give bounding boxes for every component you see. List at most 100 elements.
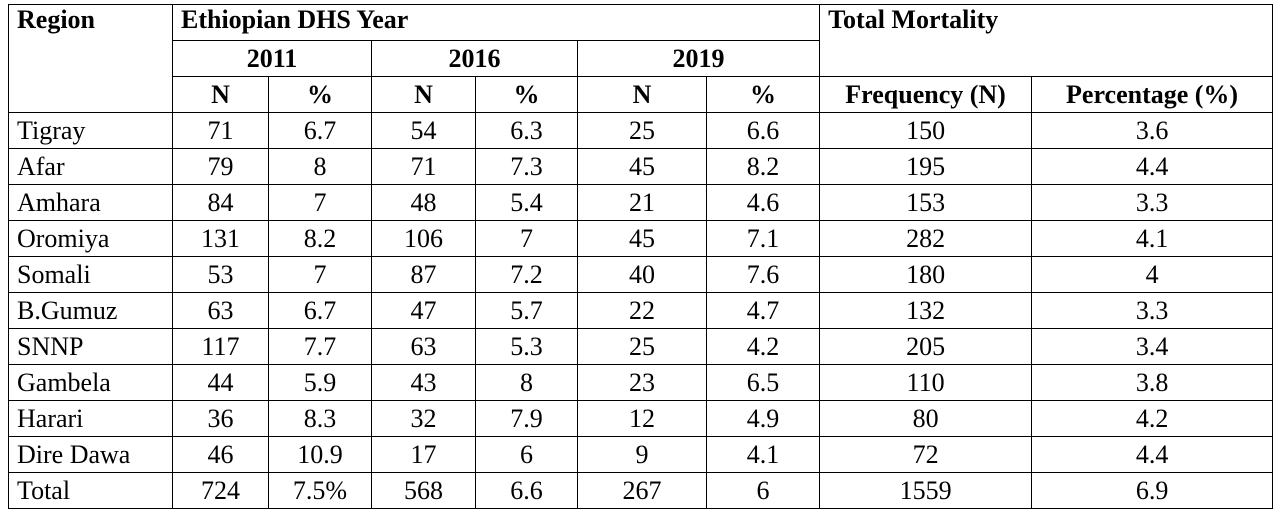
value-cell: 7.1 — [705, 220, 821, 257]
value-cell: 117 — [172, 328, 269, 365]
value-cell: 3.4 — [1031, 328, 1274, 365]
column-header: N — [577, 76, 707, 113]
value-cell: 12 — [577, 400, 707, 437]
value-cell: 5.7 — [475, 292, 578, 329]
column-header: Frequency (N) — [819, 76, 1033, 113]
value-cell: 7.3 — [475, 148, 578, 185]
mortality-table: Region Ethiopian DHS Year Total Mortalit… — [8, 4, 1274, 509]
region-cell: Amhara — [8, 184, 173, 221]
value-cell: 10.9 — [268, 436, 372, 473]
value-cell: 80 — [819, 400, 1033, 437]
value-cell: 8.2 — [268, 220, 372, 257]
region-cell: Total — [8, 472, 173, 509]
value-cell: 5.9 — [268, 364, 372, 401]
value-cell: 45 — [577, 148, 707, 185]
value-cell: 45 — [577, 220, 707, 257]
value-cell: 3.8 — [1031, 364, 1274, 401]
table-row: Oromiya 131 8.2 106 7 45 7.1 282 4.1 — [8, 220, 1274, 257]
region-cell: Harari — [8, 400, 173, 437]
value-cell: 87 — [371, 256, 476, 293]
value-cell: 71 — [172, 112, 269, 149]
year-header: 2016 — [371, 40, 578, 77]
table-row: Total 724 7.5% 568 6.6 267 6 1559 6.9 — [8, 472, 1274, 509]
table-row: Amhara 84 7 48 5.4 21 4.6 153 3.3 — [8, 184, 1274, 221]
value-cell: 3.6 — [1031, 112, 1274, 149]
value-cell: 63 — [172, 292, 269, 329]
value-cell: 724 — [172, 472, 269, 509]
value-cell: 32 — [371, 400, 476, 437]
header-cell: Region — [8, 4, 173, 113]
table-row: Afar 79 8 71 7.3 45 8.2 195 4.4 — [8, 148, 1274, 185]
value-cell: 6.6 — [705, 112, 821, 149]
value-cell: 25 — [577, 112, 707, 149]
value-cell: 6.6 — [475, 472, 578, 509]
value-cell: 205 — [819, 328, 1033, 365]
value-cell: 4.1 — [1031, 220, 1274, 257]
table-row: B.Gumuz 63 6.7 47 5.7 22 4.7 132 3.3 — [8, 292, 1274, 329]
value-cell: 180 — [819, 256, 1033, 293]
value-cell: 195 — [819, 148, 1033, 185]
value-cell: 36 — [172, 400, 269, 437]
column-header: Percentage (%) — [1031, 76, 1274, 113]
value-cell: 568 — [371, 472, 476, 509]
value-cell: 7 — [268, 256, 372, 293]
value-cell: 84 — [172, 184, 269, 221]
value-cell: 282 — [819, 220, 1033, 257]
region-cell: B.Gumuz — [8, 292, 173, 329]
value-cell: 3.3 — [1031, 292, 1274, 329]
value-cell: 4.6 — [705, 184, 821, 221]
value-cell: 4.2 — [1031, 400, 1274, 437]
table-row: SNNP 117 7.7 63 5.3 25 4.2 205 3.4 — [8, 328, 1274, 365]
table-row: Harari 36 8.3 32 7.9 12 4.9 80 4.2 — [8, 400, 1274, 437]
value-cell: 6.9 — [1031, 472, 1274, 509]
value-cell: 6.5 — [705, 364, 821, 401]
value-cell: 7 — [475, 220, 578, 257]
value-cell: 8.3 — [268, 400, 372, 437]
value-cell: 7.6 — [705, 256, 821, 293]
value-cell: 6.3 — [475, 112, 578, 149]
value-cell: 4.4 — [1031, 436, 1274, 473]
value-cell: 54 — [371, 112, 476, 149]
value-cell: 8 — [268, 148, 372, 185]
value-cell: 4.2 — [705, 328, 821, 365]
value-cell: 4 — [1031, 256, 1274, 293]
column-header: N — [172, 76, 269, 113]
value-cell: 79 — [172, 148, 269, 185]
value-cell: 110 — [819, 364, 1033, 401]
value-cell: 48 — [371, 184, 476, 221]
value-cell: 150 — [819, 112, 1033, 149]
region-cell: Dire Dawa — [8, 436, 173, 473]
value-cell: 106 — [371, 220, 476, 257]
value-cell: 4.4 — [1031, 148, 1274, 185]
value-cell: 22 — [577, 292, 707, 329]
table-row: Somali 53 7 87 7.2 40 7.6 180 4 — [8, 256, 1274, 293]
value-cell: 6 — [705, 472, 821, 509]
region-cell: Somali — [8, 256, 173, 293]
value-cell: 4.1 — [705, 436, 821, 473]
header-cell: Ethiopian DHS Year — [171, 4, 821, 41]
value-cell: 4.9 — [705, 400, 821, 437]
column-header: % — [268, 76, 372, 113]
value-cell: 43 — [371, 364, 476, 401]
value-cell: 7.5% — [268, 472, 372, 509]
value-cell: 46 — [172, 436, 269, 473]
value-cell: 53 — [172, 256, 269, 293]
column-header: % — [475, 76, 578, 113]
region-cell: Oromiya — [8, 220, 173, 257]
value-cell: 8 — [475, 364, 578, 401]
region-cell: Gambela — [8, 364, 173, 401]
value-cell: 63 — [371, 328, 476, 365]
value-cell: 72 — [819, 436, 1033, 473]
value-cell: 7.7 — [268, 328, 372, 365]
region-cell: Tigray — [8, 112, 173, 149]
header-cell: Total Mortality — [819, 4, 1274, 77]
table-row: Gambela 44 5.9 43 8 23 6.5 110 3.8 — [8, 364, 1274, 401]
value-cell: 4.7 — [705, 292, 821, 329]
value-cell: 3.3 — [1031, 184, 1274, 221]
value-cell: 9 — [577, 436, 707, 473]
value-cell: 25 — [577, 328, 707, 365]
year-header: 2019 — [576, 40, 821, 77]
value-cell: 47 — [371, 292, 476, 329]
value-cell: 7 — [268, 184, 372, 221]
